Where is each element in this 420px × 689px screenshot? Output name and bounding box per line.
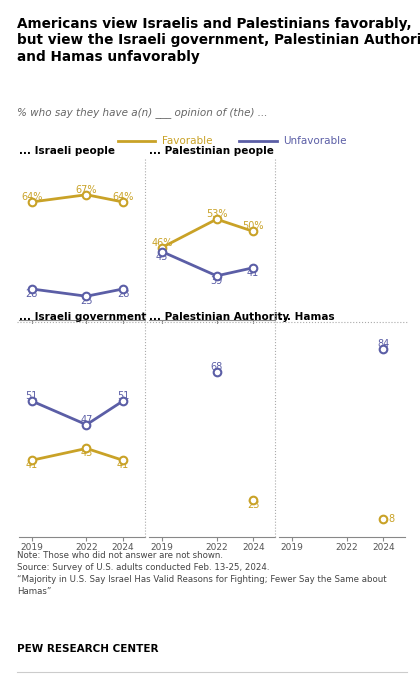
Text: PEW RESEARCH CENTER: PEW RESEARCH CENTER	[17, 644, 158, 655]
Text: 45: 45	[156, 251, 168, 262]
Text: 39: 39	[210, 276, 223, 286]
Text: 51: 51	[117, 391, 129, 401]
Text: Favorable: Favorable	[162, 136, 212, 146]
Text: 28: 28	[26, 289, 38, 299]
Text: 41: 41	[247, 268, 259, 278]
Text: Unfavorable: Unfavorable	[284, 136, 347, 146]
Text: 53%: 53%	[206, 209, 227, 219]
Text: 51: 51	[26, 391, 38, 401]
Text: 41: 41	[117, 460, 129, 471]
Text: 25: 25	[80, 296, 93, 306]
Text: 46%: 46%	[151, 238, 173, 247]
Text: Note: Those who did not answer are not shown.
Source: Survey of U.S. adults cond: Note: Those who did not answer are not s…	[17, 551, 386, 595]
Text: % who say they have a(n) ___ opinion of (the) ...: % who say they have a(n) ___ opinion of …	[17, 107, 267, 118]
Text: 50%: 50%	[242, 221, 264, 232]
Text: 47: 47	[80, 415, 93, 424]
Text: Americans view Israelis and Palestinians favorably,
but view the Israeli governm: Americans view Israelis and Palestinians…	[17, 17, 420, 63]
Text: 23: 23	[247, 500, 260, 511]
Text: 8: 8	[389, 515, 395, 524]
Text: 64%: 64%	[112, 192, 134, 202]
Text: 64%: 64%	[21, 192, 42, 202]
Text: 41: 41	[26, 460, 38, 471]
Text: ... Palestinian Authority: ... Palestinian Authority	[149, 311, 289, 322]
Text: ... Hamas: ... Hamas	[279, 311, 335, 322]
Text: 43: 43	[80, 449, 92, 458]
Text: 68: 68	[210, 362, 223, 372]
Text: 84: 84	[377, 338, 389, 349]
Text: ... Israeli government: ... Israeli government	[19, 311, 146, 322]
Text: 28: 28	[117, 289, 129, 299]
Text: 67%: 67%	[76, 185, 97, 195]
Text: ... Palestinian people: ... Palestinian people	[149, 146, 274, 156]
Text: ... Israeli people: ... Israeli people	[19, 146, 115, 156]
